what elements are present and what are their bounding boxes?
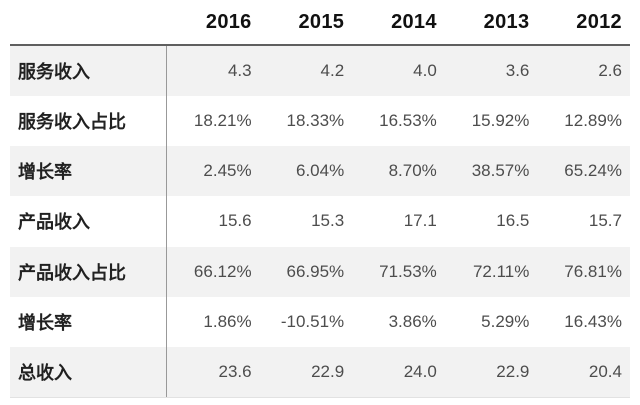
row-label: 服务收入 xyxy=(10,46,167,97)
value-cell: 12.89% xyxy=(564,111,622,131)
year-header-2014: 2014 xyxy=(391,10,437,33)
year-header-2015: 2015 xyxy=(298,10,345,33)
year-header-2016: 2016 xyxy=(205,10,252,33)
row-label: 产品收入占比 xyxy=(10,246,167,297)
value-cell: 66.12% xyxy=(193,261,252,281)
value-cell: 3.6 xyxy=(505,61,530,81)
value-cell: 15.7 xyxy=(588,211,622,231)
table-row: 增长率 2.45% 6.04% 8.70% 38.57% 65.24% xyxy=(10,146,630,197)
value-cell: 38.57% xyxy=(471,161,530,181)
value-cell: 4.0 xyxy=(413,61,437,81)
table-row: 服务收入 4.3 4.2 4.0 3.6 2.6 xyxy=(10,46,630,97)
value-cell: 2.6 xyxy=(598,61,622,81)
table-row: 产品收入占比 66.12% 66.95% 71.53% 72.11% 76.81… xyxy=(10,246,630,297)
value-cell: -10.51% xyxy=(280,311,345,331)
value-cell: 6.04% xyxy=(295,161,345,181)
row-label: 增长率 xyxy=(10,296,167,347)
table-row: 增长率 1.86% -10.51% 3.86% 5.29% 16.43% xyxy=(10,296,630,347)
row-label: 产品收入 xyxy=(10,196,167,247)
value-cell: 3.86% xyxy=(388,311,437,331)
row-label: 总收入 xyxy=(10,346,167,397)
value-cell: 24.0 xyxy=(403,361,437,381)
table-row: 总收入 23.6 22.9 24.0 22.9 20.4 xyxy=(10,346,630,397)
row-label: 增长率 xyxy=(10,146,167,197)
value-cell: 65.24% xyxy=(564,161,622,181)
table-row: 服务收入占比 18.21% 18.33% 16.53% 15.92% 12.89… xyxy=(10,96,630,147)
value-cell: 71.53% xyxy=(379,261,437,281)
value-cell: 23.6 xyxy=(218,361,252,381)
table-row: 产品收入 15.6 15.3 17.1 16.5 15.7 xyxy=(10,196,630,247)
value-cell: 20.4 xyxy=(588,361,622,381)
value-cell: 66.95% xyxy=(286,261,345,281)
value-cell: 1.86% xyxy=(203,311,252,331)
financial-data-table: 2016 2015 2014 2013 2012 服务收入 4.3 4.2 4.… xyxy=(10,0,630,398)
value-cell: 72.11% xyxy=(472,261,530,281)
value-cell: 4.3 xyxy=(227,61,252,81)
value-cell: 22.9 xyxy=(311,361,345,381)
value-cell: 2.45% xyxy=(203,161,252,181)
value-cell: 22.9 xyxy=(496,361,530,381)
value-cell: 4.2 xyxy=(320,61,345,81)
value-cell: 5.29% xyxy=(481,311,530,331)
value-cell: 15.3 xyxy=(311,211,345,231)
row-label: 服务收入占比 xyxy=(10,96,167,147)
year-header-2012: 2012 xyxy=(576,10,622,33)
value-cell: 15.92% xyxy=(471,111,530,131)
value-cell: 16.5 xyxy=(496,211,530,231)
value-cell: 17.1 xyxy=(403,211,437,231)
value-cell: 18.33% xyxy=(286,111,345,131)
value-cell: 15.6 xyxy=(218,211,252,231)
value-cell: 16.53% xyxy=(379,111,437,131)
value-cell: 16.43% xyxy=(564,311,622,331)
table-header-row: 2016 2015 2014 2013 2012 xyxy=(10,0,630,46)
value-cell: 76.81% xyxy=(564,261,622,281)
year-header-2013: 2013 xyxy=(483,10,530,33)
value-cell: 18.21% xyxy=(193,111,252,131)
value-cell: 8.70% xyxy=(388,161,437,181)
